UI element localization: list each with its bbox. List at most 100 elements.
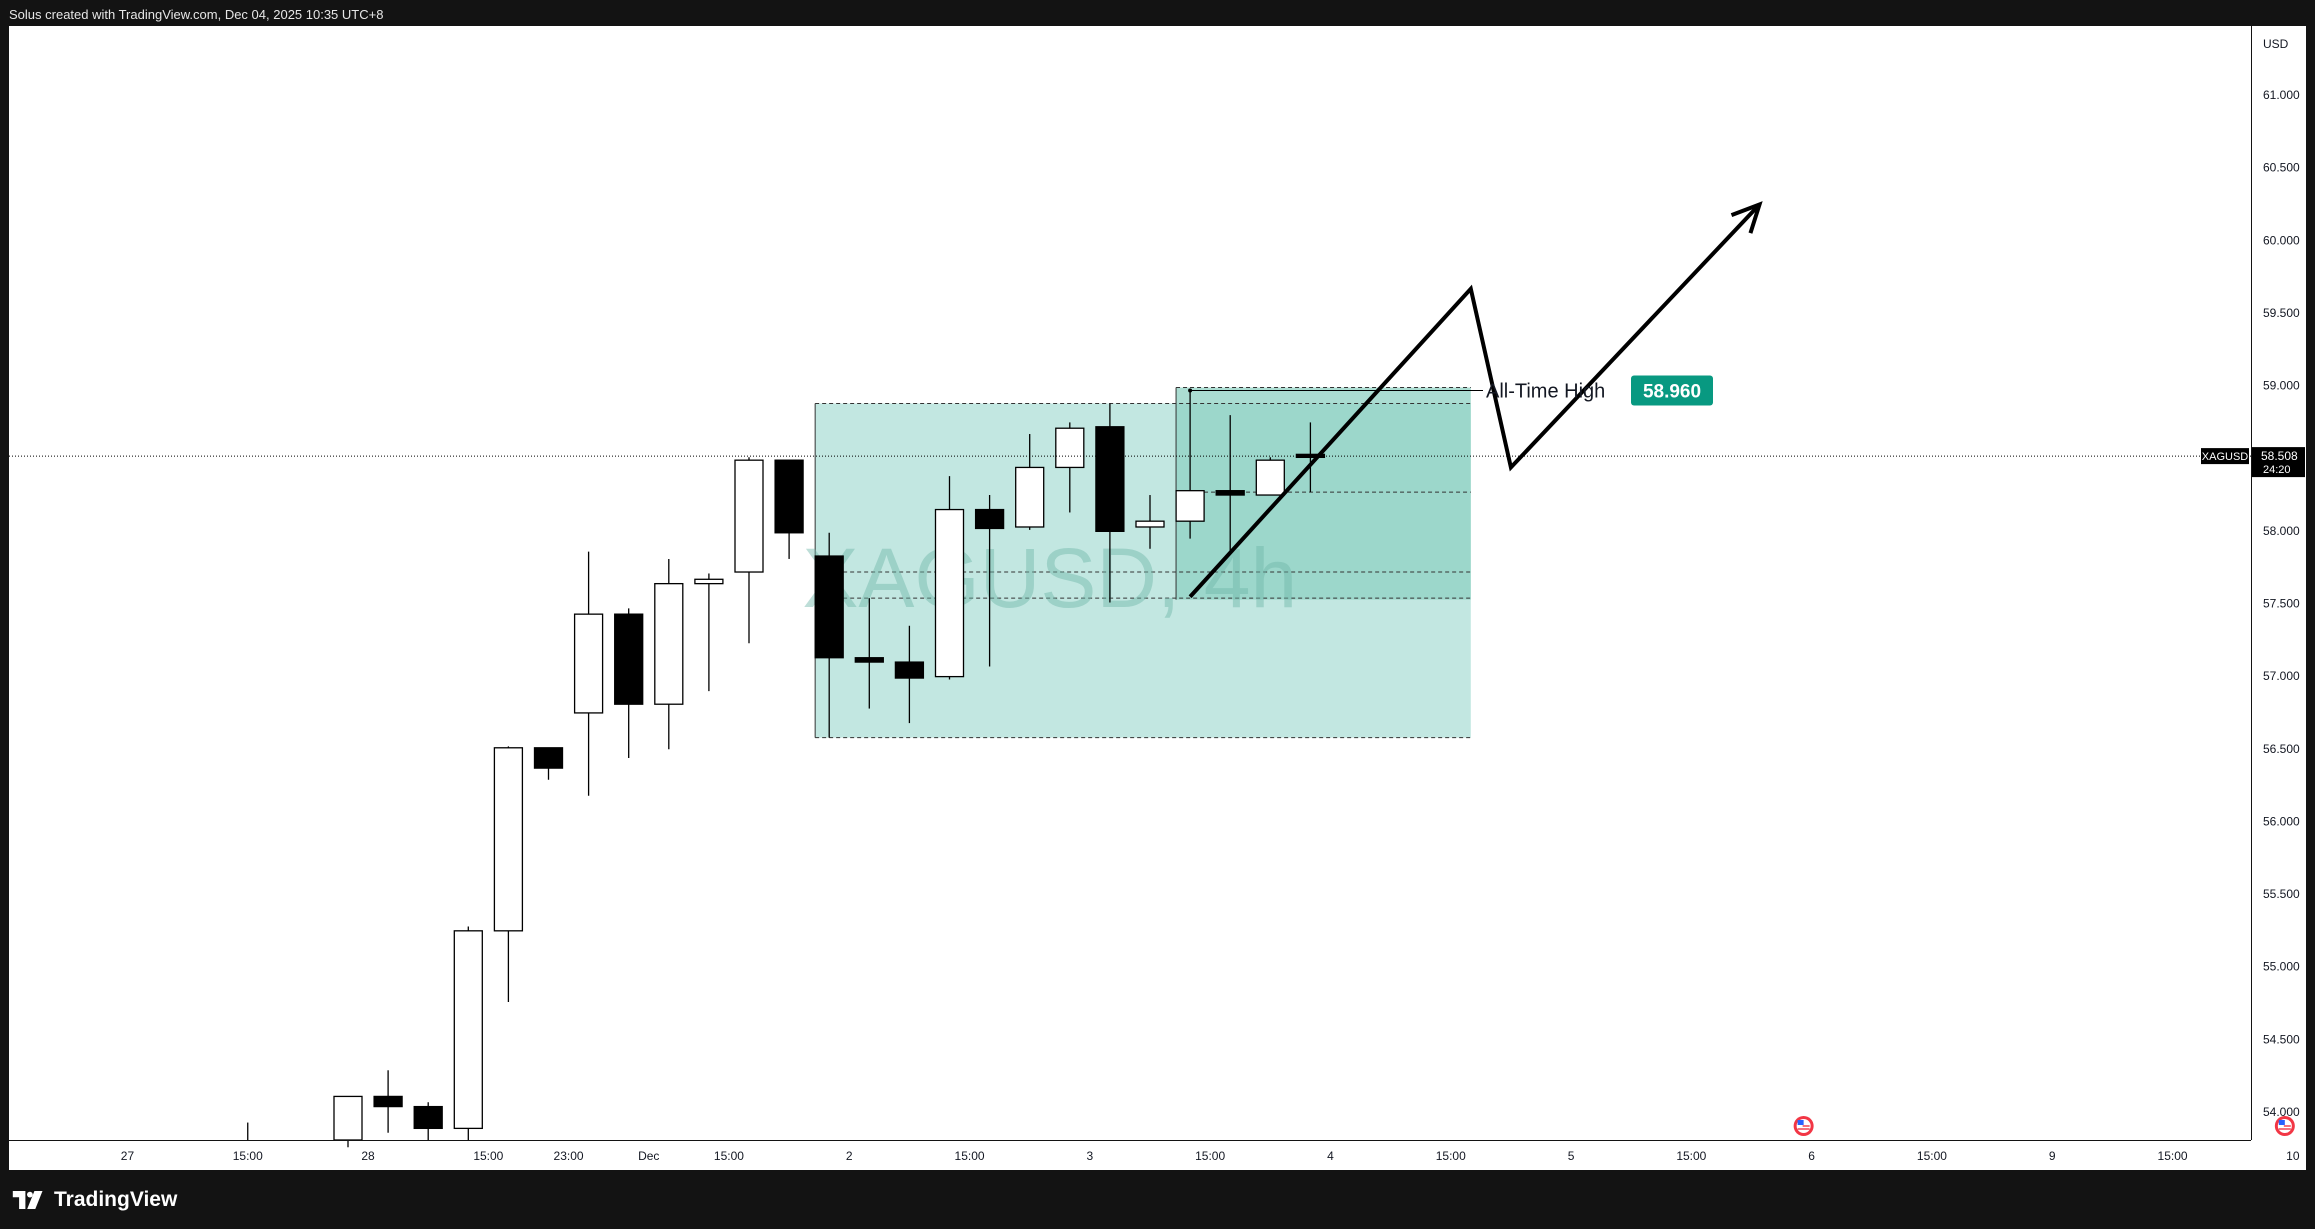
price-tick-label: 60.000 bbox=[2263, 233, 2300, 247]
candle-body bbox=[1015, 466, 1045, 528]
candle bbox=[774, 459, 804, 559]
time-tick-label: 15:00 bbox=[1436, 1149, 1466, 1163]
time-axis-ticks: 27 15:00 28 15:00 23:00 Dec 15:00 2 15:00 3 15:00 4… bbox=[121, 1149, 2300, 1163]
candle bbox=[694, 573, 724, 692]
price-tick-label: 61.000 bbox=[2263, 88, 2300, 102]
price-tick-label: 55.000 bbox=[2263, 960, 2300, 974]
candle-body bbox=[1135, 520, 1165, 528]
price-tick-label: 54.500 bbox=[2263, 1032, 2300, 1046]
price-tick-label: 57.000 bbox=[2263, 669, 2300, 683]
price-tick-label: 59.500 bbox=[2263, 306, 2300, 320]
price-chart[interactable]: XAGUSD, 4h All-Time High 58.960 USD 61.0… bbox=[9, 26, 2306, 1170]
time-tick-label: 15:00 bbox=[1676, 1149, 1706, 1163]
candle bbox=[1015, 434, 1045, 530]
symbol-tag-bg bbox=[2201, 448, 2249, 465]
candle-body bbox=[734, 459, 764, 573]
projection-layer[interactable] bbox=[1188, 201, 1763, 599]
price-tick-label: 54.000 bbox=[2263, 1105, 2300, 1119]
candle-body bbox=[1215, 490, 1245, 496]
candle-body bbox=[333, 1095, 363, 1141]
candle bbox=[734, 457, 764, 644]
chart-frame[interactable]: XAGUSD, 4h All-Time High 58.960 USD 61.0… bbox=[9, 26, 2306, 1170]
candle-body bbox=[654, 582, 684, 705]
price-tag-value: 58.508 bbox=[2261, 449, 2298, 463]
time-tick-label: 28 bbox=[361, 1149, 375, 1163]
candle bbox=[934, 476, 965, 680]
time-tick-label: 15:00 bbox=[1195, 1149, 1225, 1163]
candle-body bbox=[1055, 427, 1085, 469]
projection-arrowhead bbox=[1730, 201, 1763, 234]
axes-layer: USD 61.00060.50060.00059.50059.00058.500… bbox=[9, 26, 2300, 1163]
candle-body bbox=[614, 613, 644, 705]
candle-body bbox=[774, 459, 804, 534]
time-tick-label: 3 bbox=[1087, 1149, 1094, 1163]
price-tag-countdown: 24:20 bbox=[2263, 464, 2291, 476]
time-tick-label: 15:00 bbox=[2158, 1149, 2188, 1163]
candle-body bbox=[1175, 490, 1205, 522]
candle-body bbox=[854, 657, 884, 663]
flag-canton bbox=[2278, 1120, 2285, 1125]
time-tick-label: 15:00 bbox=[955, 1149, 985, 1163]
candle-body bbox=[453, 930, 483, 1130]
candle bbox=[1215, 415, 1245, 555]
time-tick-label: 15:00 bbox=[233, 1149, 263, 1163]
price-tick-label: 59.000 bbox=[2263, 379, 2300, 393]
price-tick-label: 58.000 bbox=[2263, 524, 2300, 538]
candle-body bbox=[493, 747, 524, 932]
candle bbox=[1055, 422, 1085, 513]
ath-value: 58.960 bbox=[1643, 381, 1701, 402]
time-tick-label: 27 bbox=[121, 1149, 135, 1163]
time-tick-label: 15:00 bbox=[714, 1149, 744, 1163]
price-tick-label: 60.500 bbox=[2263, 161, 2300, 175]
candle bbox=[453, 926, 483, 1140]
time-tick-label: 2 bbox=[846, 1149, 853, 1163]
ath-label: All-Time High bbox=[1486, 380, 1605, 402]
ath-layer: All-Time High 58.960 bbox=[1188, 375, 1713, 406]
event-flag-us-icon[interactable] bbox=[2274, 1116, 2295, 1136]
candle bbox=[1135, 495, 1165, 549]
candle bbox=[533, 747, 564, 780]
candle bbox=[333, 1095, 363, 1148]
candle-body bbox=[413, 1105, 443, 1130]
candle-body bbox=[694, 578, 724, 585]
price-tick-label: 56.000 bbox=[2263, 814, 2300, 828]
time-tick-label: 9 bbox=[2049, 1149, 2056, 1163]
candle-body bbox=[814, 555, 844, 659]
candle-body bbox=[934, 508, 965, 678]
ath-dot bbox=[1188, 388, 1193, 393]
candle bbox=[894, 625, 925, 724]
candle bbox=[974, 495, 1005, 667]
time-tick-label: Dec bbox=[638, 1149, 659, 1163]
watermark-layer: XAGUSD, 4h bbox=[802, 531, 1297, 625]
candle bbox=[654, 558, 684, 750]
chart-caption: Solus created with TradingView.com, Dec … bbox=[9, 7, 384, 22]
time-tick-label: 10 bbox=[2286, 1149, 2300, 1163]
candle bbox=[493, 746, 524, 1002]
footer-bar: TradingView bbox=[0, 1170, 2315, 1229]
price-tick-label: 55.500 bbox=[2263, 887, 2300, 901]
symbol-watermark: XAGUSD, 4h bbox=[802, 531, 1297, 625]
time-tick-label: 23:00 bbox=[554, 1149, 584, 1163]
candle-body bbox=[573, 613, 604, 714]
candle-body bbox=[1255, 459, 1285, 496]
event-flag-us-icon[interactable] bbox=[1793, 1116, 1814, 1136]
candle-body bbox=[894, 661, 925, 679]
candle bbox=[1175, 390, 1205, 539]
last-price-tag: XAGUSD 58.508 24:20 bbox=[2201, 447, 2305, 478]
time-tick-label: 15:00 bbox=[473, 1149, 503, 1163]
candle bbox=[413, 1102, 443, 1140]
candle bbox=[1095, 403, 1125, 603]
tradingview-logo-icon bbox=[12, 1191, 43, 1209]
flag-canton bbox=[1797, 1120, 1804, 1125]
candle bbox=[814, 532, 844, 738]
event-flags-layer[interactable] bbox=[1793, 1116, 2295, 1136]
candle-body bbox=[974, 508, 1005, 530]
ath-badge bbox=[1631, 375, 1713, 406]
symbol-tag: XAGUSD bbox=[2202, 451, 2249, 463]
tradingview-brand[interactable]: TradingView bbox=[12, 1185, 177, 1215]
currency-label: USD bbox=[2263, 37, 2289, 51]
time-tick-label: 5 bbox=[1568, 1149, 1575, 1163]
time-tick-label: 4 bbox=[1327, 1149, 1334, 1163]
candle-body bbox=[373, 1095, 403, 1108]
time-tick-label: 6 bbox=[1808, 1149, 1815, 1163]
